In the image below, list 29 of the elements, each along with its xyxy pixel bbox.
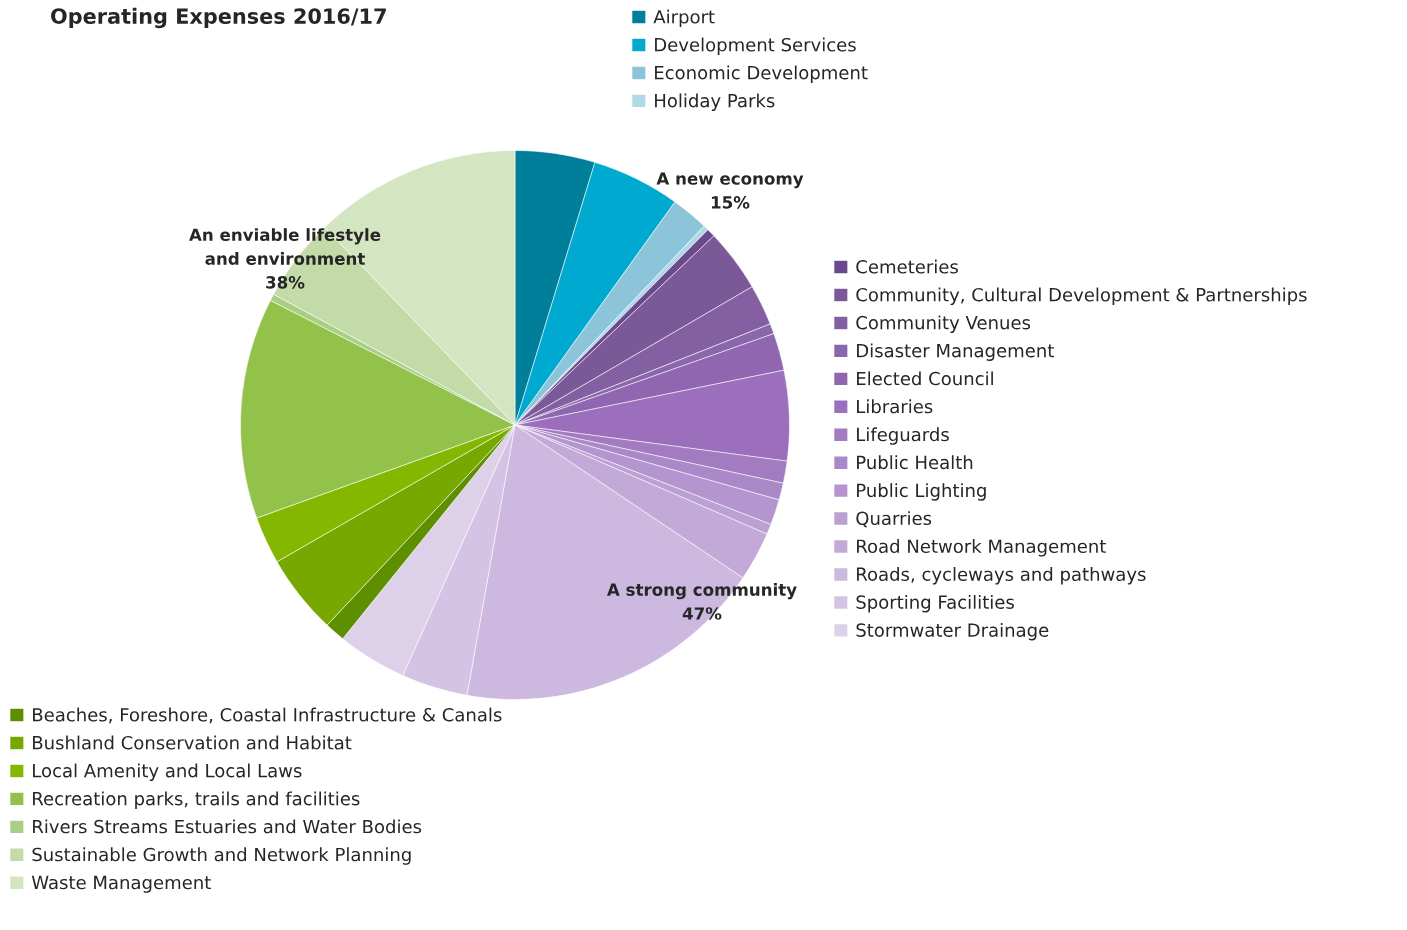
text: A strong community 47% [606,583,797,620]
legend-label: Sporting Facilities [856,594,1014,613]
legend-label: Roads, cycleways and pathways [857,567,1146,585]
legend-label: Road Network Management [857,539,1106,557]
legend-label: Community, Cultural Development & Partnerships [856,287,1307,306]
legend-label: Economic Development [655,65,868,83]
legend-label: Stormwater Drainage [856,622,1049,641]
legend-label: Bushland Conservation and Habitat [33,735,352,750]
legend-label: Disaster Management [857,343,1054,361]
legend-label: Recreation parks, trails and facilities [33,791,360,809]
legend-label: Local Amenity and Local Laws [33,763,302,781]
legend-label: Sustainable Growth and Network Planning [32,847,411,865]
legend-label: Beaches, Foreshore, Coastal Infrastructure & Canals [33,707,502,724]
legend-label: Airport [653,9,715,28]
legend-label: Lifeguards [857,427,949,445]
legend-label: Community Venues [856,315,1031,333]
legend-label: Development Services [655,37,856,56]
legend-label: Rivers Streams Estuaries and Water Bodies [33,819,422,834]
legend-label: Waste Management [31,875,211,893]
legend-label: Quarries [856,511,932,528]
chart-title: Operating Expenses 2016/17 [51,7,386,29]
text: A new economy 15% [656,172,804,209]
legend-label: Public Health [857,455,973,470]
legend-label: Elected Council [857,371,993,386]
legend-label: Libraries [857,399,933,414]
legend-label: Holiday Parks [655,93,775,111]
text: An enviable lifestyle and environment 38% [189,228,381,289]
legend-label: Cemeteries [856,259,958,274]
legend-label: Public Lighting [857,483,986,501]
